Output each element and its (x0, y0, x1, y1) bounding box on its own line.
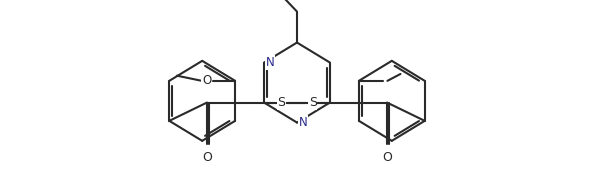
Text: S: S (277, 96, 285, 109)
Text: N: N (299, 116, 307, 129)
Text: N: N (266, 56, 274, 69)
Text: O: O (382, 151, 392, 164)
Text: O: O (202, 151, 212, 164)
Text: S: S (309, 96, 317, 109)
Text: O: O (202, 74, 211, 87)
